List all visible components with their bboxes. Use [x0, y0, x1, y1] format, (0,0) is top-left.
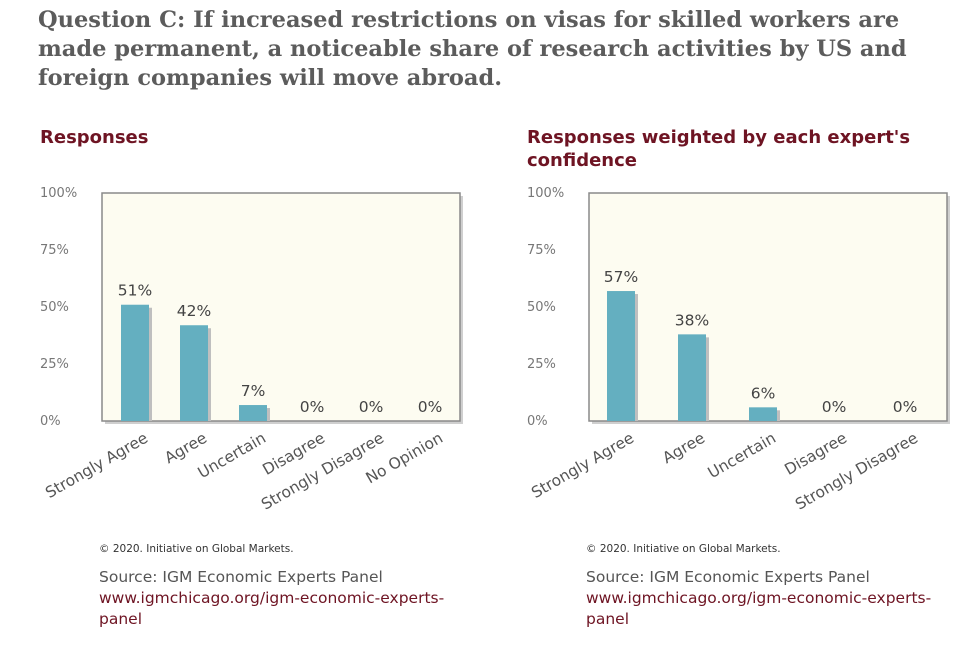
source-link[interactable]: www.igmchicago.org/igm-economic-experts-… — [99, 589, 445, 628]
bar — [678, 334, 706, 421]
y-tick-label: 25% — [527, 357, 556, 372]
bar-chart-weighted: 0% 25% 50% 75% 100% 57% Strongly Agree 38% Agree… — [527, 186, 950, 514]
y-tick-label: 0% — [527, 414, 548, 429]
y-tick-label: 100% — [40, 186, 77, 201]
bar — [607, 291, 635, 421]
plot-area — [588, 192, 948, 422]
x-tick-label: Strongly Disagree — [792, 429, 921, 514]
data-label: 0% — [418, 398, 443, 416]
data-label: 7% — [241, 382, 266, 400]
copyright-text: © 2020. Initiative on Global Markets. — [99, 543, 294, 555]
plot-area — [101, 192, 461, 422]
question-title: Question C: If increased restrictions on… — [38, 7, 907, 91]
y-tick-label: 75% — [40, 243, 69, 258]
data-label: 0% — [893, 398, 918, 416]
data-label: 0% — [822, 398, 847, 416]
data-label: 57% — [604, 268, 638, 286]
bar — [180, 325, 208, 421]
y-tick-label: 50% — [527, 300, 556, 315]
y-tick-label: 100% — [527, 186, 564, 201]
bar — [239, 405, 267, 421]
source-text: Source: IGM Economic Experts Panel — [586, 568, 870, 586]
data-label: 51% — [118, 282, 152, 300]
source-block: Source: IGM Economic Experts Panel www.i… — [99, 567, 479, 630]
chart-title: Responses weighted by each expert's conf… — [527, 127, 911, 171]
x-tick-label: Uncertain — [195, 429, 269, 482]
chart-title: Responses — [40, 127, 149, 148]
x-tick-label: Strongly Agree — [42, 429, 151, 502]
data-label: 42% — [177, 302, 211, 320]
source-text: Source: IGM Economic Experts Panel — [99, 568, 383, 586]
y-tick-label: 0% — [40, 414, 61, 429]
source-block: Source: IGM Economic Experts Panel www.i… — [586, 567, 966, 630]
data-label: 38% — [675, 311, 709, 329]
data-label: 6% — [751, 384, 776, 402]
x-tick-label: Uncertain — [705, 429, 779, 482]
x-tick-label: Strongly Agree — [528, 429, 637, 502]
bar-chart-responses: 0%25%50%75%100%51%Strongly Agree42%Agree… — [40, 186, 463, 514]
y-tick-label: 75% — [527, 243, 556, 258]
y-tick-label: 25% — [40, 357, 69, 372]
x-tick-label: Agree — [660, 429, 708, 467]
source-link[interactable]: www.igmchicago.org/igm-economic-experts-… — [586, 589, 932, 628]
bar — [749, 407, 777, 421]
y-tick-label: 50% — [40, 300, 69, 315]
data-label: 0% — [300, 398, 325, 416]
data-label: 0% — [359, 398, 384, 416]
chart-panel-weighted: Responses weighted by each expert's conf… — [527, 0, 967, 662]
bar — [121, 304, 149, 421]
chart-panel-responses: Responses 0% 25% 50% 75% 100% 51% Strongly Agr… — [40, 0, 480, 662]
copyright-text: © 2020. Initiative on Global Markets. — [586, 543, 781, 555]
